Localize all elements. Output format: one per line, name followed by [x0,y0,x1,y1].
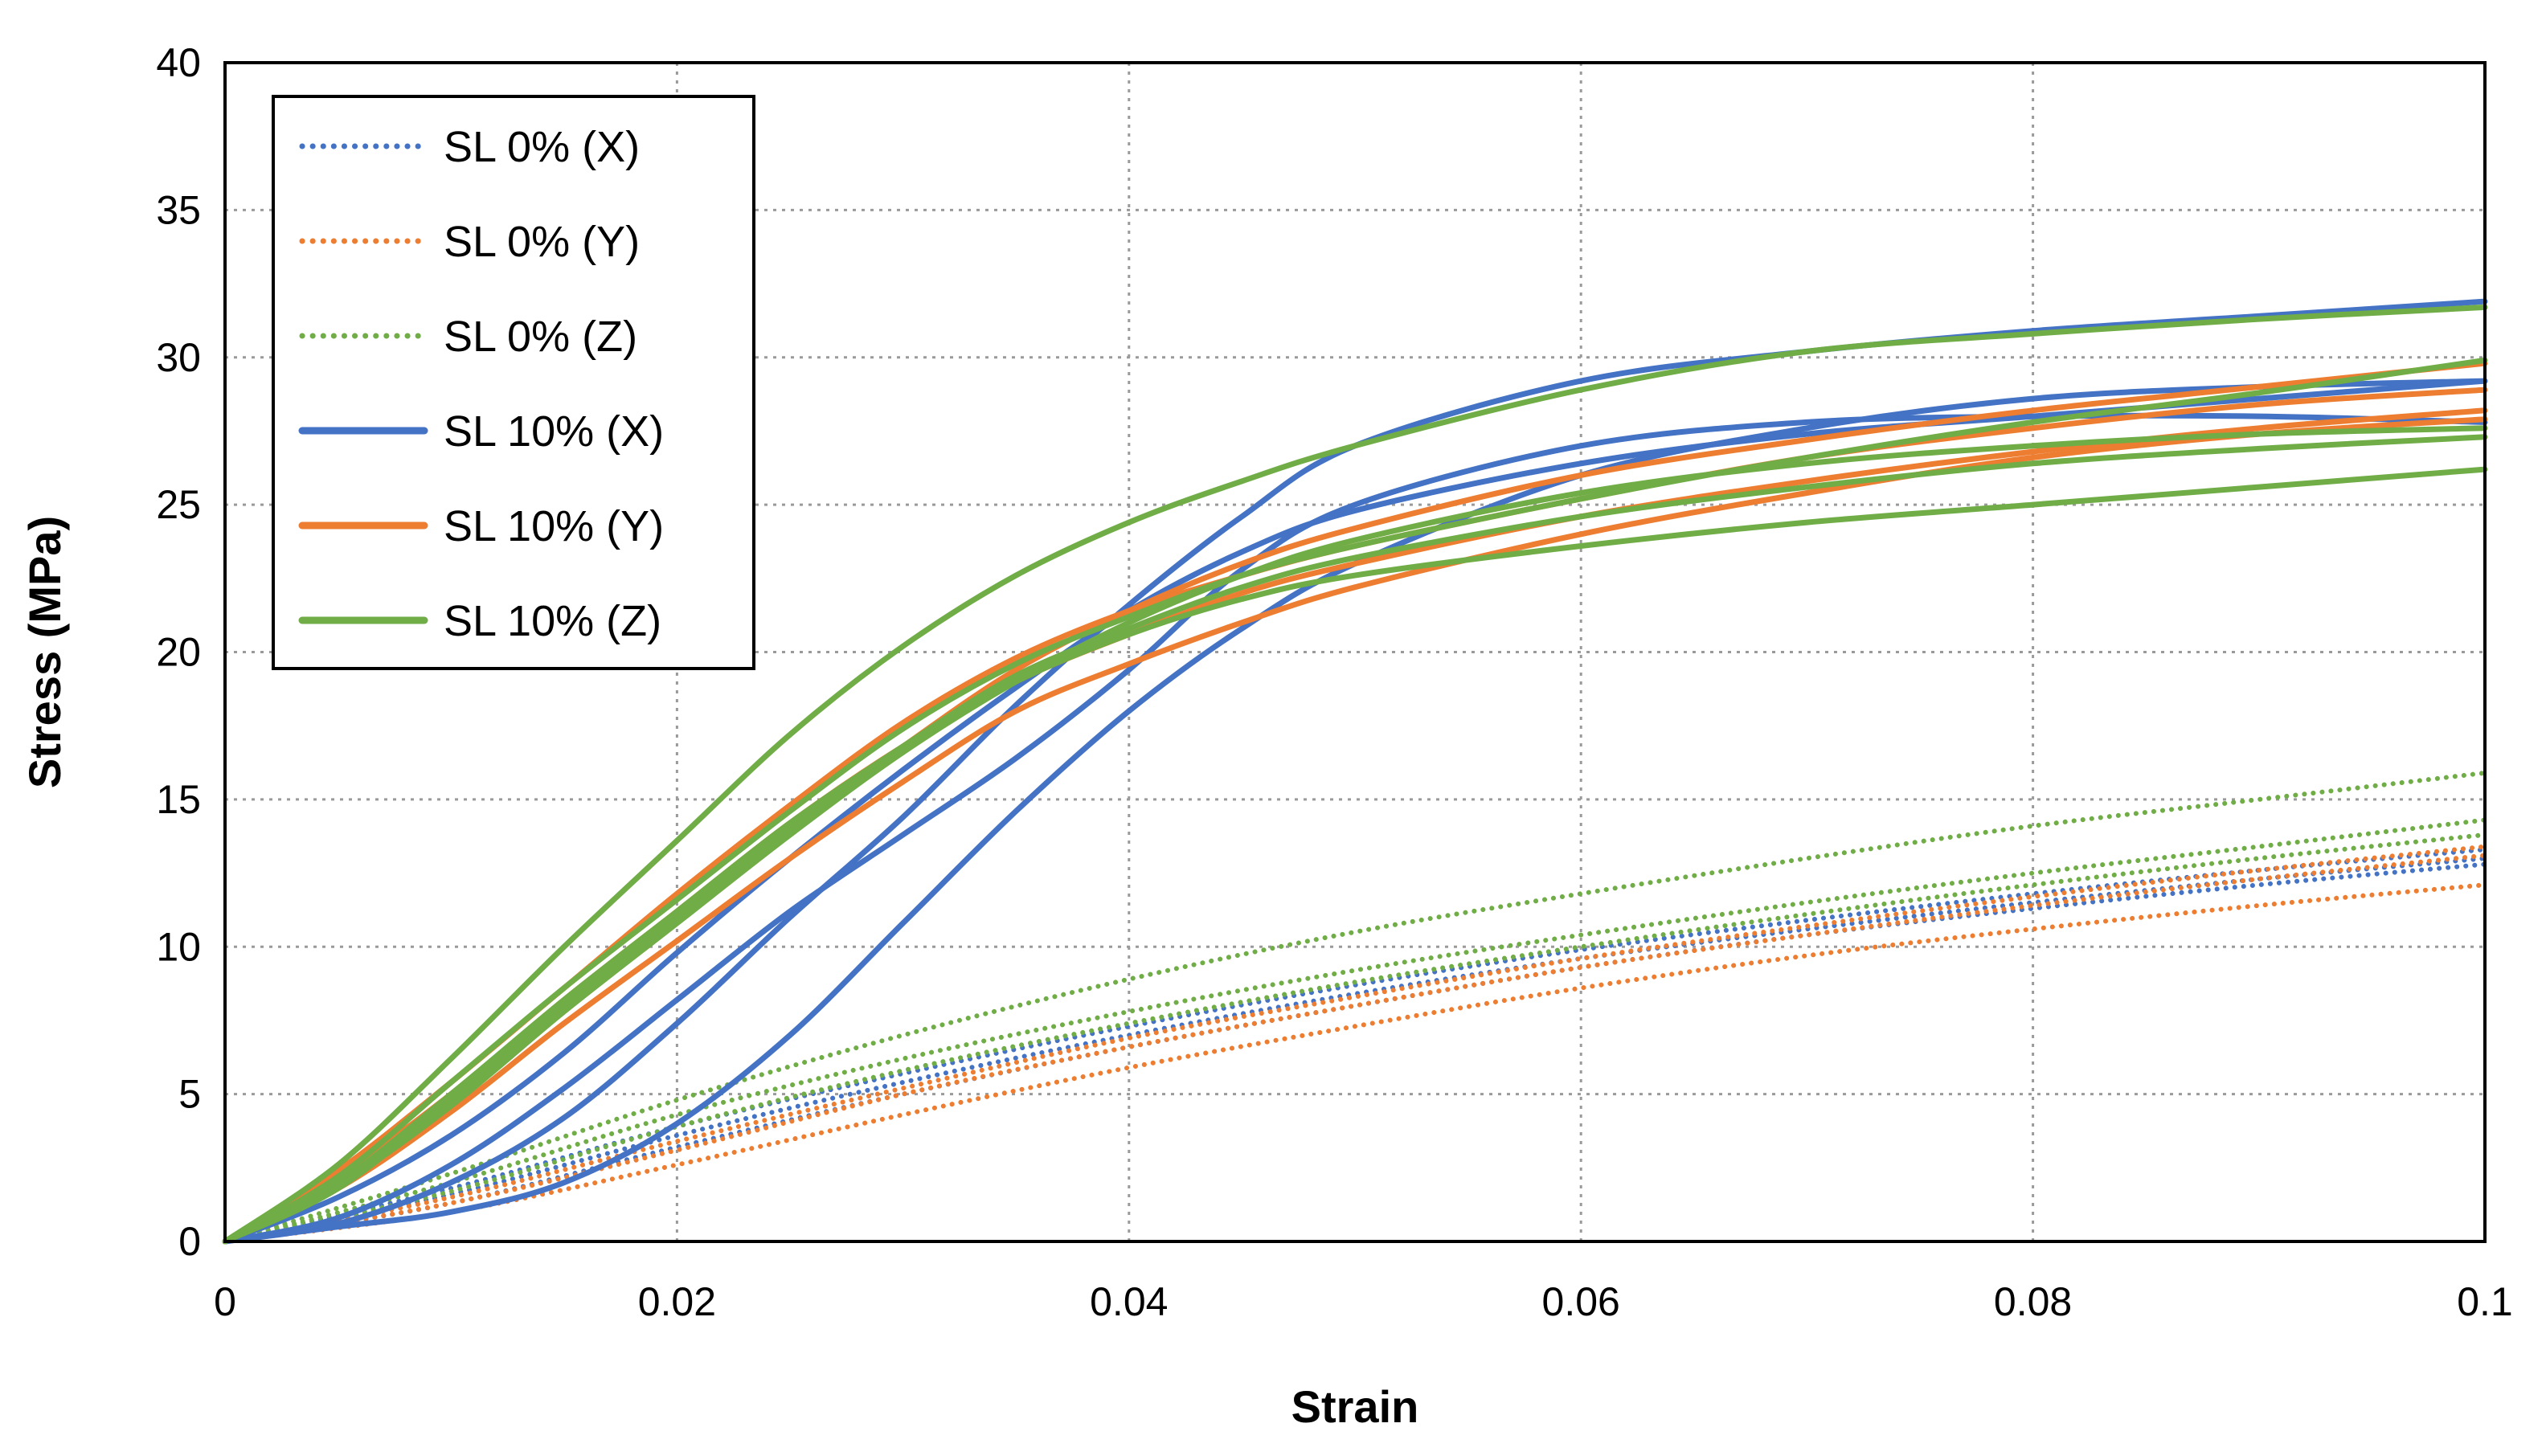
x-tick-label: 0.02 [638,1279,716,1324]
x-tick-label: 0.08 [1994,1279,2072,1324]
legend-label: SL 0% (Z) [444,313,637,361]
x-tick-label: 0 [214,1279,236,1324]
legend-label: SL 0% (Y) [444,218,640,266]
y-tick-label: 30 [156,335,201,380]
y-tick-label: 40 [156,40,201,85]
legend-label: SL 0% (X) [444,123,640,171]
y-axis-ticks: 0 5 10 15 20 25 30 35 40 [156,40,201,1264]
y-tick-label: 15 [156,777,201,822]
series-line [222,434,2488,1245]
series-line [222,425,2488,1245]
x-tick-label: 0.06 [1542,1279,1620,1324]
plot-area-border [223,61,2487,1243]
legend-label: SL 10% (Y) [444,502,664,550]
series-line [222,416,2488,1245]
series-line [223,853,2487,1244]
series-line [222,357,2488,1245]
x-axis-ticks: 0 0.02 0.04 0.06 0.08 0.1 [214,1279,2513,1324]
x-axis-title: Strain [1291,1381,1419,1432]
legend-label: SL 10% (X) [444,407,664,456]
x-tick-label: 0.1 [2457,1279,2513,1324]
series-line [222,304,2488,1245]
y-tick-label: 0 [178,1219,201,1264]
series-line [223,844,2487,1244]
series-line [223,847,2487,1244]
series-line [223,832,2487,1244]
legend: SL 0% (X) SL 0% (Y) SL 0% (Z) SL 10% (X) SL … [272,95,755,670]
x-tick-label: 0.04 [1090,1279,1168,1324]
grid-lines [225,63,2485,1241]
series-line [222,378,2488,1245]
y-tick-label: 10 [156,924,201,969]
y-tick-label: 20 [156,630,201,675]
series-lines [222,298,2488,1245]
y-tick-label: 35 [156,187,201,232]
legend-label: SL 10% (Z) [444,597,661,645]
series-line [222,466,2488,1245]
y-tick-label: 25 [156,482,201,527]
series-line [223,882,2487,1244]
legend-box [272,95,755,670]
y-tick-label: 5 [178,1072,201,1117]
series-line [223,770,2487,1244]
y-axis-title: Stress (MPa) [19,516,70,788]
